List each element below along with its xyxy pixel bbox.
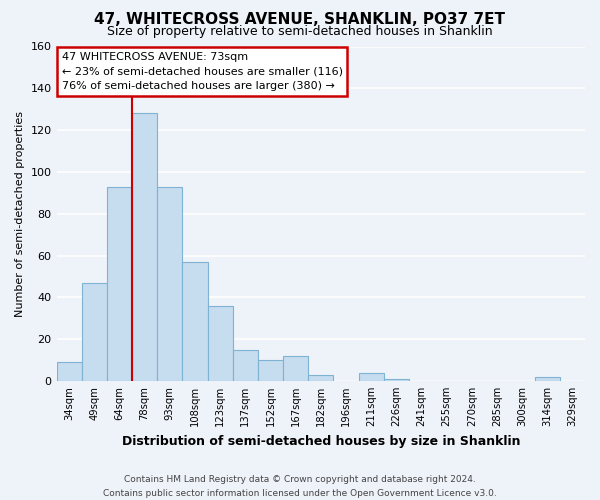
Bar xyxy=(132,114,157,381)
Bar xyxy=(182,262,208,381)
Text: 47 WHITECROSS AVENUE: 73sqm
← 23% of semi-detached houses are smaller (116)
76% : 47 WHITECROSS AVENUE: 73sqm ← 23% of sem… xyxy=(62,52,343,91)
Bar xyxy=(535,377,560,381)
Bar xyxy=(82,282,107,381)
Bar xyxy=(208,306,233,381)
Text: Contains HM Land Registry data © Crown copyright and database right 2024.
Contai: Contains HM Land Registry data © Crown c… xyxy=(103,476,497,498)
Text: Size of property relative to semi-detached houses in Shanklin: Size of property relative to semi-detach… xyxy=(107,25,493,38)
Bar xyxy=(283,356,308,381)
Bar xyxy=(233,350,258,381)
Bar xyxy=(107,186,132,381)
Bar xyxy=(308,374,334,381)
Bar xyxy=(258,360,283,381)
Bar xyxy=(157,186,182,381)
Bar xyxy=(56,362,82,381)
Text: 47, WHITECROSS AVENUE, SHANKLIN, PO37 7ET: 47, WHITECROSS AVENUE, SHANKLIN, PO37 7E… xyxy=(95,12,505,28)
X-axis label: Distribution of semi-detached houses by size in Shanklin: Distribution of semi-detached houses by … xyxy=(122,434,520,448)
Bar xyxy=(359,372,383,381)
Bar xyxy=(383,379,409,381)
Y-axis label: Number of semi-detached properties: Number of semi-detached properties xyxy=(15,110,25,316)
